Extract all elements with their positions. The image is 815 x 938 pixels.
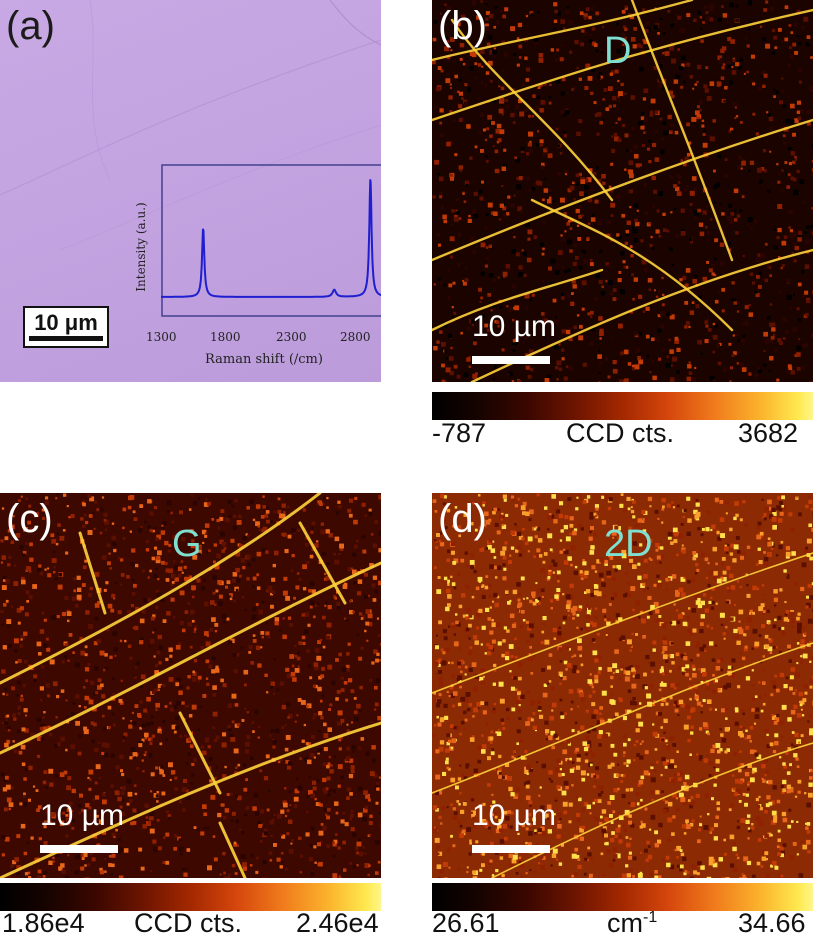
scale-bar-label: 10 µm — [472, 310, 556, 344]
colorbar-unit-sup: -1 — [643, 909, 657, 926]
inset-plot — [161, 164, 381, 317]
band-tag: 2D — [604, 525, 653, 563]
colorbar — [0, 883, 381, 911]
inset-frame — [162, 165, 381, 316]
colorbar-unit: CCD cts. — [134, 910, 242, 937]
scale-bar-line — [40, 845, 118, 853]
panel-b: (b) D 10 µm — [432, 0, 813, 382]
colorbar — [432, 883, 813, 911]
scale-bar-line — [29, 336, 103, 341]
scale-bar-label: 10 μm — [25, 310, 107, 336]
scale-bar: 10 μm — [23, 306, 109, 348]
scale-bar: 10 µm — [468, 799, 598, 859]
inset-y-label: Intensity (a.u.) — [134, 172, 148, 322]
colorbar-max: 2.46e4 — [296, 910, 379, 937]
scale-bar-label: 10 µm — [40, 799, 124, 833]
colorbar-max: 3682 — [738, 420, 798, 447]
panel-a: (a) 10 μm Intensity (a.u.) 1300 1800 230… — [0, 0, 381, 382]
panel-c: (c) G 10 µm — [0, 493, 381, 878]
panel-d: (d) 2D 10 µm — [432, 493, 813, 878]
inset-x-tick: 2300 — [276, 330, 307, 344]
scale-bar-line — [472, 845, 550, 853]
colorbar-max: 34.66 — [738, 910, 806, 937]
band-tag: D — [604, 32, 631, 70]
colorbar-min: 1.86e4 — [2, 910, 85, 937]
inset-x-tick: 2800 — [340, 330, 371, 344]
colorbar-unit: CCD cts. — [566, 420, 674, 447]
scale-bar-label: 10 µm — [472, 799, 556, 833]
colorbar-unit: cm-1 — [607, 910, 657, 937]
inset-x-label: Raman shift (/cm) — [174, 352, 354, 367]
panel-label: (a) — [6, 6, 55, 46]
colorbar-min: -787 — [432, 420, 486, 447]
panel-label: (d) — [438, 499, 487, 539]
inset-x-tick: 1300 — [146, 330, 177, 344]
colorbar-min: 26.61 — [432, 910, 500, 937]
inset-x-tick: 1800 — [210, 330, 241, 344]
panel-label: (b) — [438, 6, 487, 46]
spectrum-line — [161, 179, 381, 297]
scale-bar-line — [472, 356, 550, 364]
colorbar — [432, 392, 813, 420]
scale-bar: 10 µm — [468, 310, 598, 370]
scale-bar: 10 µm — [36, 799, 166, 859]
panel-label: (c) — [6, 499, 53, 539]
raman-inset: Intensity (a.u.) 1300 1800 2300 2800 Ram… — [124, 160, 374, 376]
band-tag: G — [172, 525, 202, 563]
